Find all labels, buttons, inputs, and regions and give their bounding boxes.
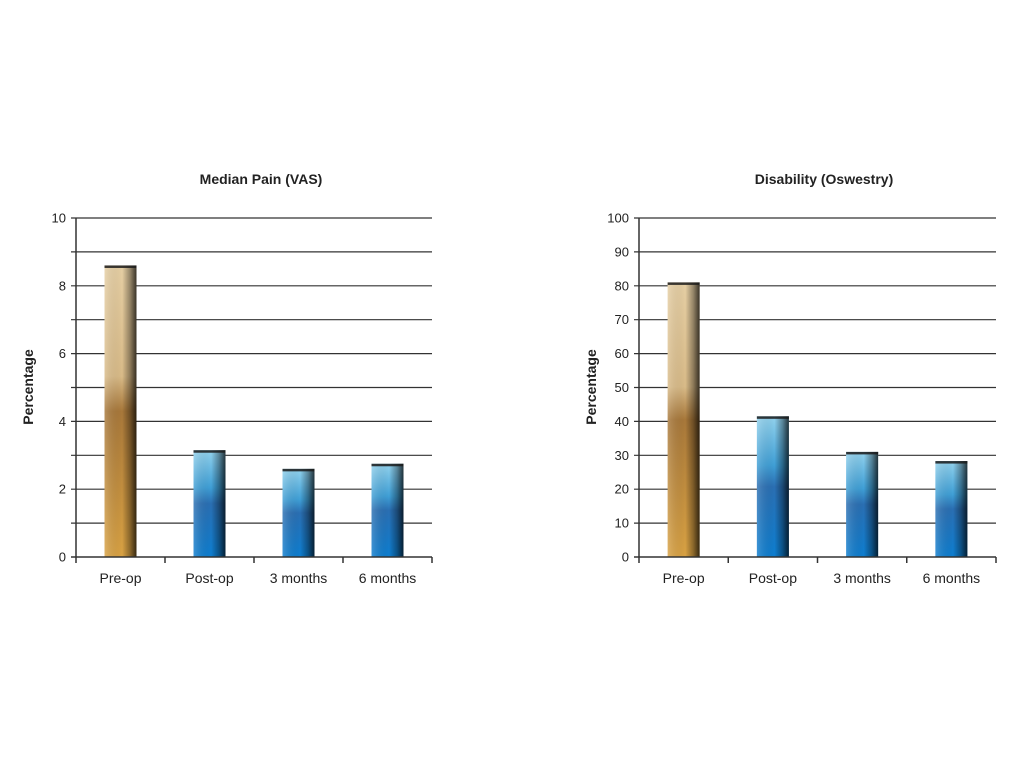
- y-tick-label: 0: [59, 550, 66, 565]
- y-tick-label: 0: [622, 550, 629, 565]
- bar-top-edge: [371, 463, 404, 467]
- y-tick-label: 6: [59, 346, 66, 361]
- disability-chart: Disability (Oswestry) Percentage 0 10 20 30…: [583, 171, 997, 586]
- y-tick-label: 30: [615, 448, 629, 463]
- bar-top-edge: [756, 416, 789, 419]
- y-tick-label: 70: [615, 312, 629, 327]
- x-category-label: Post-op: [185, 570, 233, 586]
- bar-pre-op: [104, 265, 137, 557]
- x-category-label: Post-op: [749, 570, 797, 586]
- bar-3-months: [846, 451, 879, 557]
- y-axis-label: Percentage: [583, 349, 599, 425]
- bar-shading: [846, 451, 879, 557]
- y-tick-labels: 0 10 20 30 40 50 60 70 80 90 100: [607, 211, 629, 565]
- bar-top-edge: [846, 451, 879, 455]
- y-tick-label: 50: [615, 380, 629, 395]
- bar-shading: [193, 450, 226, 557]
- x-category-labels: Pre-op Post-op 3 months 6 months: [663, 570, 981, 586]
- bar-post-op: [193, 450, 226, 557]
- y-tick-labels: 0 2 4 6 8 10: [52, 211, 66, 565]
- y-axis-label: Percentage: [20, 349, 36, 425]
- bars: [667, 282, 968, 557]
- bar-pre-op: [667, 282, 700, 557]
- bar-shading: [104, 265, 137, 557]
- y-tick-label: 10: [52, 211, 66, 226]
- bar-shading: [756, 416, 789, 557]
- bar-top-edge: [193, 450, 226, 453]
- y-tick-label: 80: [615, 278, 629, 293]
- y-tick-label: 90: [615, 244, 629, 259]
- chart-title: Disability (Oswestry): [755, 171, 894, 187]
- bar-top-edge: [935, 461, 968, 464]
- y-tick-label: 60: [615, 346, 629, 361]
- y-tick-label: 40: [615, 414, 629, 429]
- bar-3-months: [282, 468, 315, 557]
- bar-top-edge: [282, 468, 315, 472]
- bar-shading: [935, 461, 968, 557]
- y-tick-label: 10: [615, 516, 629, 531]
- x-category-labels: Pre-op Post-op 3 months 6 months: [99, 570, 416, 586]
- chart-title: Median Pain (VAS): [200, 171, 323, 187]
- y-tick-label: 4: [59, 414, 66, 429]
- bar-post-op: [756, 416, 789, 557]
- axes: [71, 218, 433, 563]
- x-category-label: Pre-op: [99, 570, 141, 586]
- bar-top-edge: [667, 282, 700, 285]
- bar-shading: [667, 282, 700, 557]
- x-category-label: Pre-op: [663, 570, 705, 586]
- bar-shading: [282, 468, 315, 557]
- y-tick-label: 100: [607, 211, 629, 226]
- bars: [104, 265, 404, 557]
- bar-6-months: [371, 463, 404, 557]
- x-category-label: 3 months: [270, 570, 328, 586]
- y-tick-label: 2: [59, 482, 66, 497]
- y-tick-label: 8: [59, 278, 66, 293]
- x-category-label: 6 months: [923, 570, 981, 586]
- bar-shading: [371, 463, 404, 557]
- y-tick-label: 20: [615, 482, 629, 497]
- bar-6-months: [935, 461, 968, 557]
- x-category-label: 3 months: [833, 570, 891, 586]
- axes: [634, 218, 997, 563]
- bar-top-edge: [104, 265, 137, 268]
- x-category-label: 6 months: [359, 570, 417, 586]
- median-pain-chart: Median Pain (VAS) Percentage 0 2 4 6 8 10 Pre…: [20, 171, 433, 586]
